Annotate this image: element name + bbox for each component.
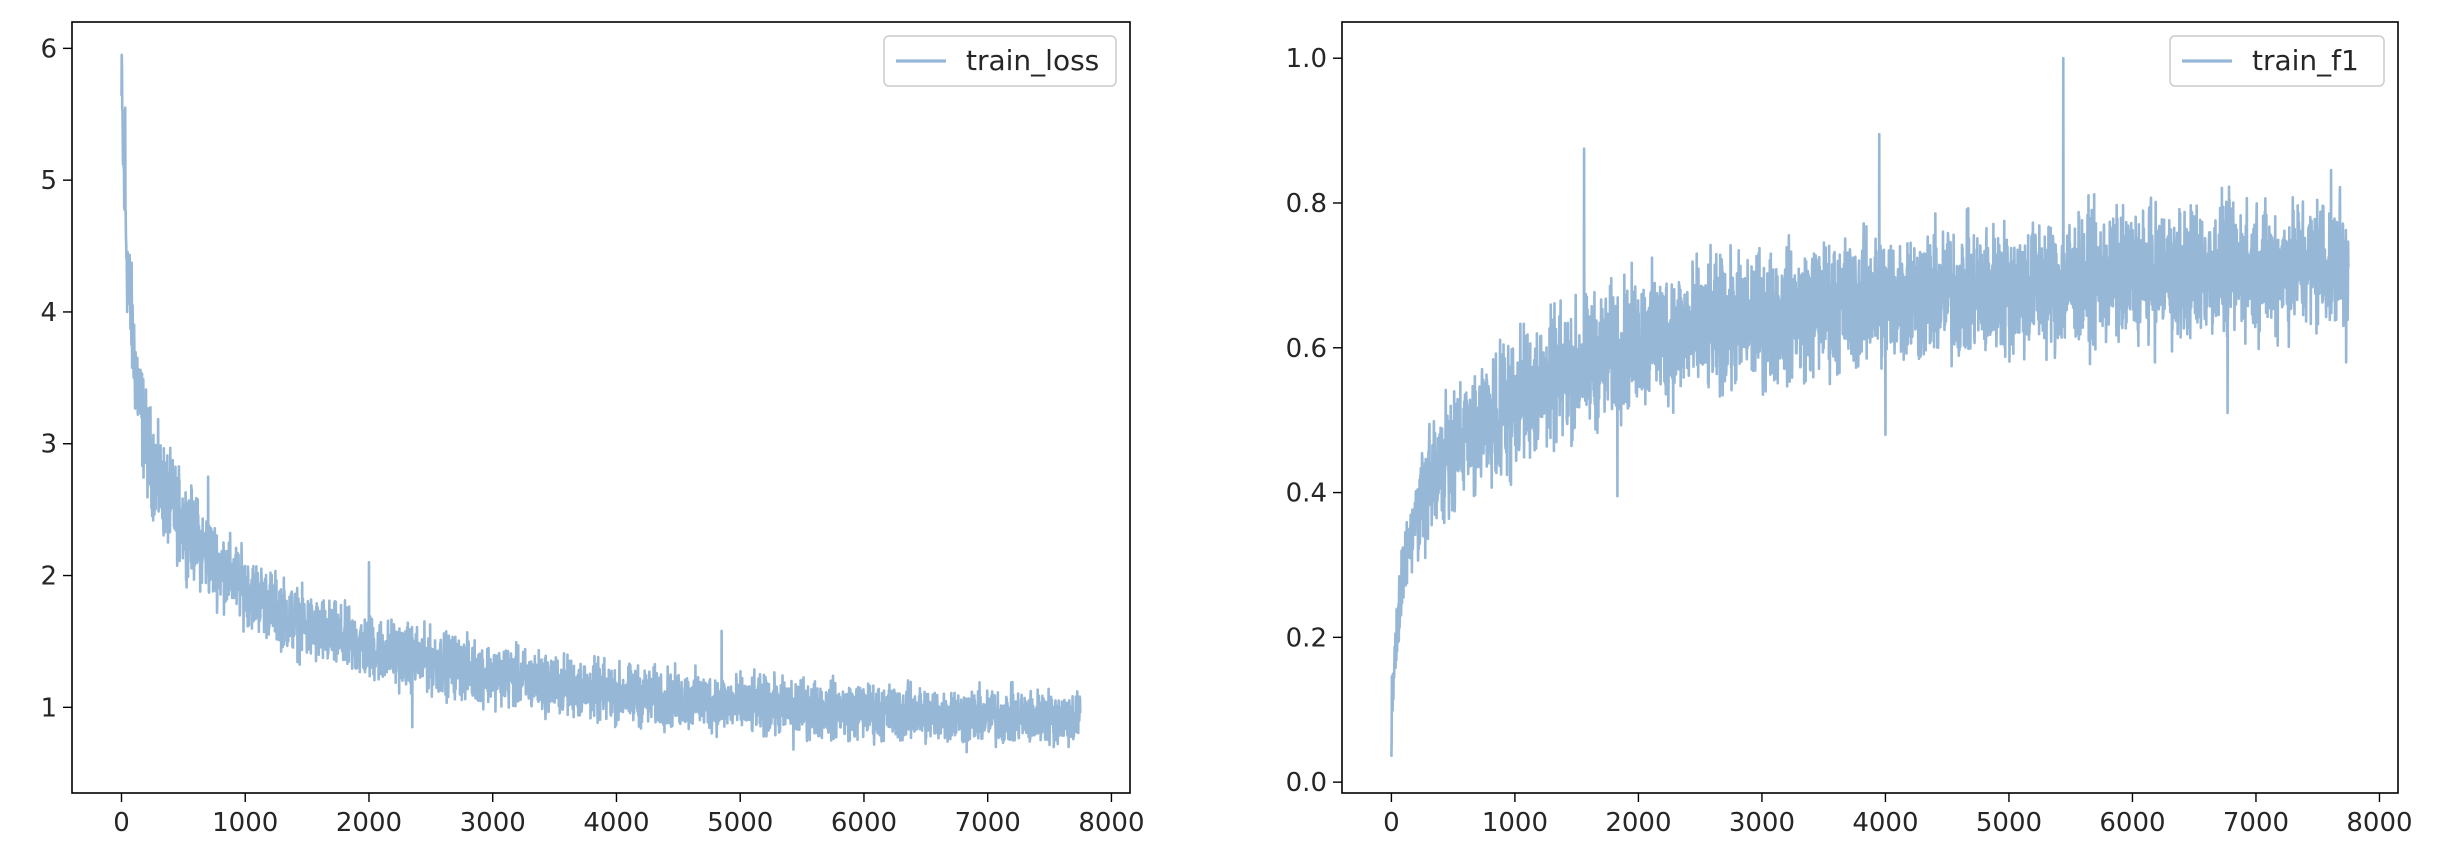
x-tick-label: 6000 <box>831 808 897 838</box>
x-tick-label: 8000 <box>2346 808 2412 838</box>
legend-label: train_f1 <box>2252 44 2359 77</box>
y-tick-label: 0.8 <box>1286 189 1327 219</box>
y-tick-label: 0.2 <box>1286 623 1327 653</box>
x-tick-label: 0 <box>1383 808 1400 838</box>
y-tick-label: 4 <box>40 298 57 328</box>
x-tick-label: 4000 <box>583 808 649 838</box>
x-tick-label: 5000 <box>1976 808 2042 838</box>
series-line-train-f1 <box>1390 56 2350 757</box>
y-tick-label: 1 <box>40 693 57 723</box>
x-tick-label: 5000 <box>707 808 773 838</box>
x-tick-label: 3000 <box>1729 808 1795 838</box>
x-tick-label: 2000 <box>336 808 402 838</box>
x-tick-label: 3000 <box>460 808 526 838</box>
x-tick-label: 8000 <box>1078 808 1144 838</box>
y-tick-label: 5 <box>40 166 57 196</box>
y-tick-label: 6 <box>40 34 57 64</box>
x-tick-label: 6000 <box>2099 808 2165 838</box>
chart-panel-1: 0 1000 2000 3000 4000 5000 6000 7000 8000 1 2 3 4 5 6 t… <box>40 21 1145 838</box>
x-tick-label: 1000 <box>212 808 278 838</box>
y-tick-label: 0.4 <box>1286 479 1327 509</box>
legend-label: train_loss <box>966 44 1099 77</box>
x-tick-label: 2000 <box>1605 808 1671 838</box>
y-tick-label: 2 <box>40 562 57 592</box>
x-tick-label: 1000 <box>1482 808 1548 838</box>
legend: train_loss <box>883 35 1117 87</box>
axes-frame <box>71 21 1131 794</box>
x-tick-label: 7000 <box>2223 808 2289 838</box>
y-tick-label: 0.0 <box>1286 768 1327 798</box>
chart-panel-2: 0 1000 2000 3000 4000 5000 6000 7000 8000 0.0 0.2 0… <box>1286 21 2413 838</box>
x-tick-label: 7000 <box>955 808 1021 838</box>
x-tick-label: 4000 <box>1852 808 1918 838</box>
series-line-train-loss <box>120 53 1082 754</box>
legend: train_f1 <box>2169 35 2385 87</box>
y-tick-label: 3 <box>40 430 57 460</box>
x-tick-label: 0 <box>113 808 130 838</box>
y-tick-label: 1.0 <box>1286 44 1327 74</box>
axes-frame <box>1341 21 2399 794</box>
y-tick-label: 0.6 <box>1286 334 1327 364</box>
